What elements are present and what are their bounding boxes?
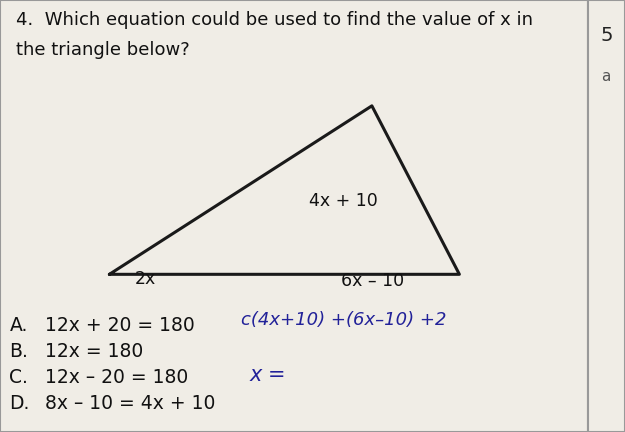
FancyBboxPatch shape bbox=[0, 0, 588, 432]
Text: 8x – 10 = 4x + 10: 8x – 10 = 4x + 10 bbox=[45, 394, 216, 413]
Text: 12x – 20 = 180: 12x – 20 = 180 bbox=[45, 368, 188, 387]
Text: 2x: 2x bbox=[134, 270, 156, 288]
Text: 5: 5 bbox=[600, 26, 612, 45]
Text: D.: D. bbox=[9, 394, 30, 413]
Text: c(4x+10) +(6x–10) +2: c(4x+10) +(6x–10) +2 bbox=[241, 311, 446, 329]
Text: 4.  Which equation could be used to find the value of x in: 4. Which equation could be used to find … bbox=[16, 11, 532, 29]
Text: 12x = 180: 12x = 180 bbox=[45, 342, 143, 361]
Text: 4x + 10: 4x + 10 bbox=[309, 192, 378, 210]
Text: 12x + 20 = 180: 12x + 20 = 180 bbox=[45, 316, 195, 335]
Text: the triangle below?: the triangle below? bbox=[16, 41, 189, 59]
Text: C.: C. bbox=[9, 368, 28, 387]
FancyBboxPatch shape bbox=[588, 0, 625, 432]
Text: A.: A. bbox=[9, 316, 28, 335]
Text: x =: x = bbox=[250, 365, 286, 385]
Text: a: a bbox=[601, 69, 611, 84]
Text: 6x – 10: 6x – 10 bbox=[341, 272, 404, 290]
Text: B.: B. bbox=[9, 342, 28, 361]
